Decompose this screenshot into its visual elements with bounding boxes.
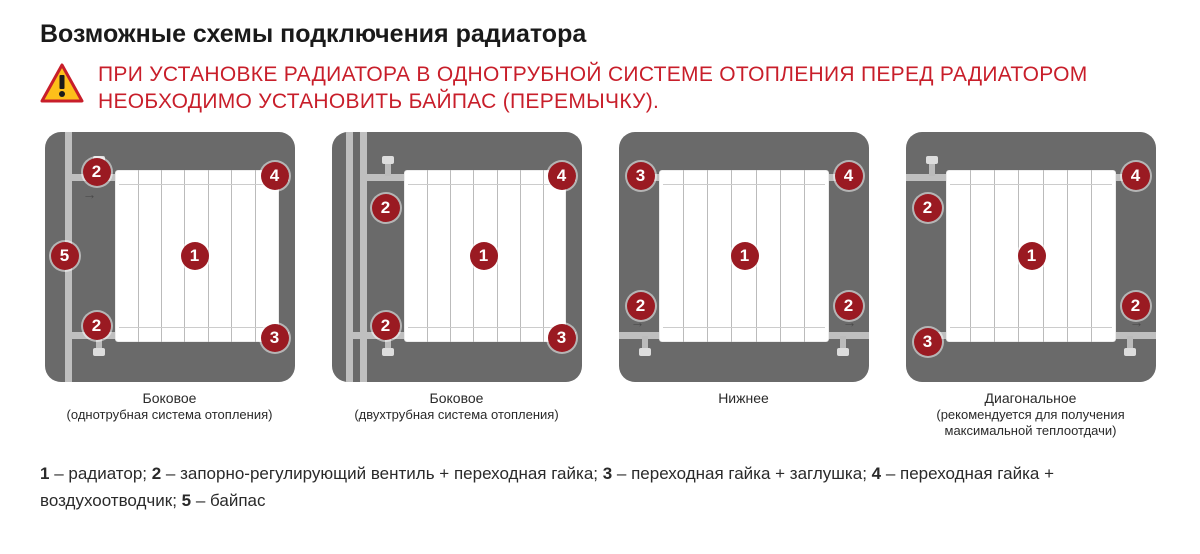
marker-4: 4 [835,162,863,190]
caption-4: Диагональное (рекомендуется для получени… [901,390,1160,440]
marker-3: 3 [261,324,289,352]
diagram-box-2: → ← 1 2 2 3 4 [332,132,582,382]
scheme-1: → ← 1 2 2 3 4 5 Боковое (однотрубная сис… [40,132,299,440]
marker-1: 1 [181,242,209,270]
scheme-4: → → 1 2 2 3 4 Диагональное (рекомендуетс… [901,132,1160,440]
marker-4: 4 [261,162,289,190]
marker-4: 4 [548,162,576,190]
marker-2b: 2 [835,292,863,320]
diagram-box-3: → → 1 2 2 3 4 [619,132,869,382]
caption-1: Боковое (однотрубная система отопления) [67,390,273,424]
marker-2b: 2 [372,312,400,340]
warning-row: ПРИ УСТАНОВКЕ РАДИАТОРА В ОДНОТРУБНОЙ СИ… [40,61,1160,116]
marker-2: 2 [372,194,400,222]
marker-2b: 2 [1122,292,1150,320]
warning-text: ПРИ УСТАНОВКЕ РАДИАТОРА В ОДНОТРУБНОЙ СИ… [98,61,1160,116]
marker-2b: 2 [83,312,111,340]
marker-1: 1 [1018,242,1046,270]
marker-2: 2 [83,158,111,186]
marker-2: 2 [627,292,655,320]
legend: 1 – радиатор; 2 – запорно-регулирующий в… [40,460,1160,514]
caption-2: Боковое (двухтрубная система отопления) [354,390,558,424]
marker-1: 1 [470,242,498,270]
page-title: Возможные схемы подключения радиатора [40,20,1160,49]
marker-1: 1 [731,242,759,270]
scheme-2: → ← 1 2 2 3 4 Боковое (двухтрубная систе… [327,132,586,440]
marker-3: 3 [914,328,942,356]
diagram-box-4: → → 1 2 2 3 4 [906,132,1156,382]
diagram-box-1: → ← 1 2 2 3 4 5 [45,132,295,382]
marker-4: 4 [1122,162,1150,190]
marker-3: 3 [548,324,576,352]
scheme-3: → → 1 2 2 3 4 Нижнее [614,132,873,440]
diagrams-row: → ← 1 2 2 3 4 5 Боковое (однотрубная сис… [40,132,1160,440]
marker-2: 2 [914,194,942,222]
warning-icon [40,63,84,108]
marker-3: 3 [627,162,655,190]
caption-3: Нижнее [718,390,769,408]
marker-5: 5 [51,242,79,270]
